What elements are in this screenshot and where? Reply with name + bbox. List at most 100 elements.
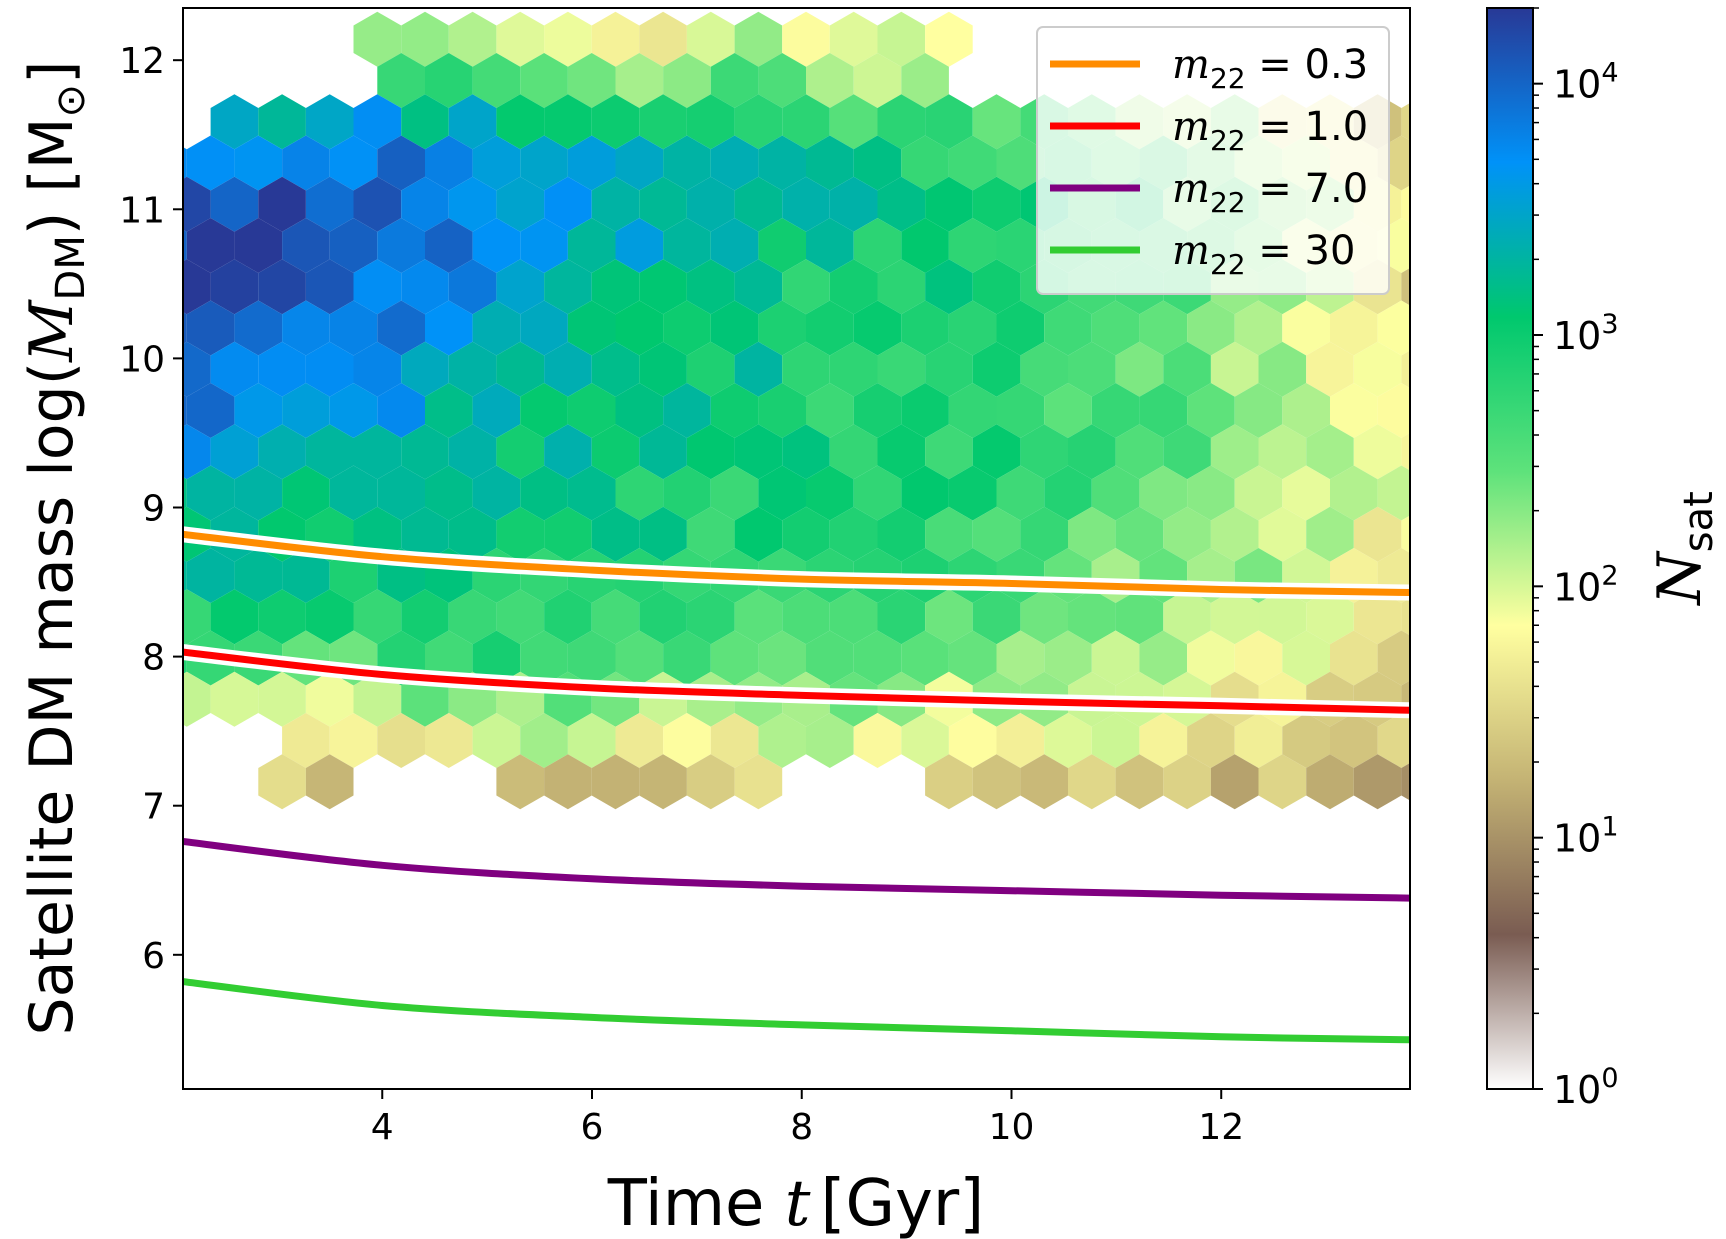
hexbin-cell [183, 176, 211, 232]
hexbin-cell [401, 176, 449, 232]
hexbin-cell [782, 259, 830, 315]
hexbin-cell [710, 630, 759, 686]
hexbin-cell [639, 506, 687, 562]
hexbin-cell [758, 300, 806, 356]
hexbin-cell [496, 506, 545, 562]
hexbin-cell [1258, 341, 1307, 397]
hexbin-cell [1234, 383, 1283, 438]
hexbin-cell [639, 94, 687, 150]
hexbin-cell [972, 341, 1021, 397]
hexbin-cell [305, 176, 354, 232]
hexbin-cell [472, 218, 521, 273]
hexbin-cell [520, 465, 568, 521]
hexbin-cell [258, 259, 306, 315]
x-tick-label: 12 [1198, 1107, 1244, 1148]
hexbin-cell [305, 94, 354, 150]
hexbin-cell [544, 754, 592, 810]
hexbin-cell [567, 135, 616, 191]
hexbin-cell [377, 713, 425, 768]
hexbin-cell [925, 589, 973, 645]
y-axis-label-sun: ⊙ [48, 84, 94, 118]
colorbar-tick-base: 10 [1553, 565, 1601, 609]
hexbin-cell [448, 176, 497, 232]
hexbin-cell [806, 465, 854, 521]
y-axis-label-suffix: ] [17, 61, 87, 84]
hexbin-cell [425, 465, 473, 521]
hexbin-cell [782, 589, 830, 645]
hexbin-cell [183, 394, 187, 427]
hexbin-cell [1139, 465, 1188, 521]
hexbin-cell [567, 53, 616, 108]
hexbin-cell [353, 94, 402, 150]
colorbar-tick-exp: 4 [1601, 58, 1618, 89]
hexbin-cell [1187, 630, 1235, 686]
hexbin-cell [615, 713, 664, 768]
hexbin-cell [1210, 506, 1259, 562]
hexbin-cell [1187, 465, 1235, 521]
hexbin-cell [996, 465, 1045, 521]
hexbin-cell [615, 218, 664, 273]
y-tick-label: 8 [142, 638, 165, 679]
y-axis-label-sub: DM [48, 235, 94, 300]
hexbin-cell [305, 589, 354, 645]
hexbin-cell [1258, 589, 1307, 645]
hexbin-cell [925, 259, 973, 315]
hexbin-cell [353, 424, 402, 480]
hexbin-cell [425, 383, 473, 438]
hexbin-cell [1020, 589, 1068, 645]
x-tick-label: 10 [989, 1107, 1035, 1148]
hexbin-cell [567, 218, 616, 273]
colorbar-tick-base: 10 [1553, 314, 1601, 358]
hexbin-cell [544, 11, 592, 67]
hexbin-cell [1091, 630, 1140, 686]
hexbin-cell [877, 176, 926, 232]
x-tick-label: 6 [581, 1107, 604, 1148]
hexbin-cell [734, 506, 783, 562]
hexbin-cell [305, 754, 354, 810]
legend-var: m [1172, 42, 1210, 88]
hexbin-cell [901, 135, 949, 191]
hexbin-cell [1139, 383, 1188, 438]
hexbin-cell [972, 176, 1021, 232]
hexbin-cell [567, 713, 616, 768]
hexbin-cell [829, 11, 878, 67]
colorbar-tick-base: 10 [1553, 63, 1601, 107]
legend-value: = 7.0 [1246, 166, 1369, 212]
series-line-2 [183, 838, 1410, 902]
hexbin-cell [544, 506, 592, 562]
hexbin-cell [806, 53, 854, 108]
hexbin-cell [615, 465, 664, 521]
hexbin-cell [544, 176, 592, 232]
hexbin-cell [901, 630, 949, 686]
hexbin-cell [496, 94, 545, 150]
hexbin-cell [377, 300, 425, 356]
hexbin-cell [210, 589, 259, 645]
hexbin-cell [1115, 589, 1164, 645]
hexbin-cell [305, 424, 354, 480]
hexbin-cell [282, 218, 330, 273]
hexbin-cell [377, 218, 425, 273]
hexbin-cell [877, 341, 926, 397]
hexbin-cell [734, 11, 783, 67]
legend-value: = 30 [1246, 228, 1356, 274]
hexbin-cell [448, 424, 497, 480]
hexbin-cell [901, 218, 949, 273]
hexbin-cell [401, 589, 449, 645]
hexbin-cell [258, 754, 306, 810]
hexbin-cell [520, 713, 568, 768]
hexbin-cell [258, 341, 306, 397]
hexbin-cell [329, 218, 378, 273]
hexbin-cell [186, 383, 235, 438]
hexbin-cell [329, 465, 378, 521]
hexbin-cell [353, 176, 402, 232]
series-layer [183, 526, 1410, 1044]
hexbin-cell [710, 135, 759, 191]
hexbin-cell [972, 754, 1021, 810]
hexbin-cell [758, 135, 806, 191]
hexbin-cell [782, 506, 830, 562]
hexbin-cell [353, 671, 402, 727]
legend-entry-label: m22 = 30 [1172, 228, 1355, 281]
hexbin-cell [996, 300, 1045, 356]
x-axis-label-unit: [Gyr] [820, 1167, 984, 1239]
hexbin-cell [544, 424, 592, 480]
